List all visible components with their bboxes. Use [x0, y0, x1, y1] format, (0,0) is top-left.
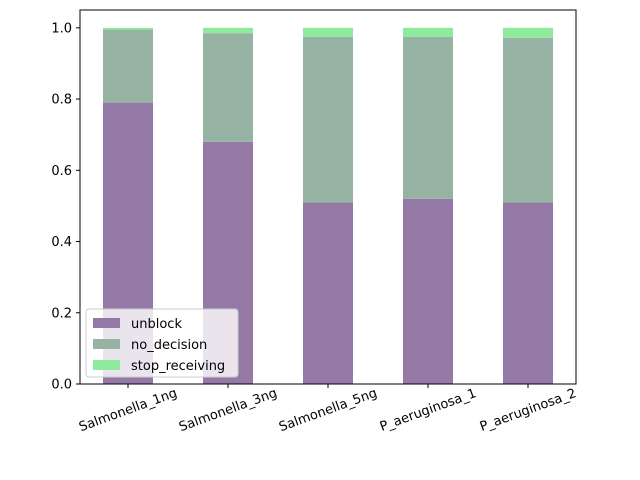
y-tick-label-3: 0.6 — [51, 164, 72, 179]
legend-label-stop_receiving: stop_receiving — [131, 359, 225, 374]
bar-stop_receiving-3 — [403, 27, 453, 37]
bar-no_decision-4 — [503, 37, 553, 203]
legend-box — [85, 308, 239, 378]
bar-stop_receiving-0 — [103, 27, 153, 30]
x-tick-label-1: Salmonella_3ng — [177, 386, 279, 435]
legend: unblock no_decision stop_receiving — [85, 308, 239, 378]
x-tick-label-2: Salmonella_5ng — [277, 386, 379, 435]
bar-stop_receiving-4 — [503, 27, 553, 38]
legend-swatch-unblock — [93, 318, 120, 328]
y-tick-label-0: 0.0 — [51, 378, 72, 393]
legend-swatch-stop_receiving — [93, 360, 120, 370]
legend-label-no_decision: no_decision — [131, 338, 207, 353]
bar-stop_receiving-2 — [303, 27, 353, 37]
y-tick-label-2: 0.4 — [51, 235, 72, 250]
bar-unblock-4 — [503, 202, 553, 384]
y-tick-label-4: 0.8 — [51, 93, 72, 108]
y-tick-label-5: 1.0 — [51, 21, 72, 36]
y-tick-label-1: 0.2 — [51, 306, 72, 321]
x-axis: Salmonella_1ngSalmonella_3ngSalmonella_5… — [77, 384, 578, 435]
y-axis: 0.0 0.2 0.4 0.6 0.8 1.0 — [51, 21, 80, 393]
bars-group — [103, 27, 553, 384]
x-tick-label-0: Salmonella_1ng — [77, 386, 179, 435]
x-tick-label-4: P_aeruginosa_2 — [478, 386, 578, 435]
x-tick-label-3: P_aeruginosa_1 — [378, 386, 478, 435]
bar-no_decision-3 — [403, 36, 453, 199]
bar-no_decision-2 — [303, 36, 353, 203]
bar-no_decision-1 — [203, 33, 253, 142]
bar-no_decision-0 — [103, 29, 153, 103]
bar-stop_receiving-1 — [203, 27, 253, 34]
bar-unblock-3 — [403, 198, 453, 384]
legend-swatch-no_decision — [93, 339, 120, 349]
bar-unblock-2 — [303, 202, 353, 384]
legend-label-unblock: unblock — [131, 317, 182, 332]
